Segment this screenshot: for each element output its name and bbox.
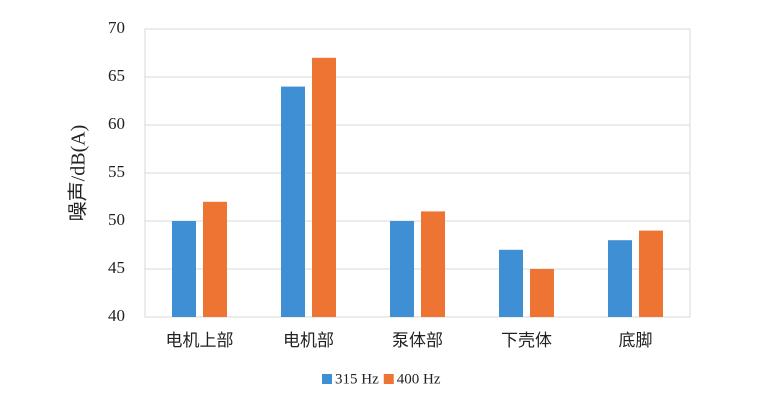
y-tick-label: 65 (108, 66, 125, 85)
y-tick-label: 45 (108, 258, 125, 277)
y-tick-label: 40 (108, 306, 125, 325)
bar (499, 249, 523, 317)
bar (203, 201, 227, 317)
x-tick-label: 下壳体 (501, 331, 552, 350)
legend-label: 315 Hz (335, 371, 379, 387)
legend-swatch (322, 374, 332, 384)
bar (312, 57, 336, 318)
y-tick-label: 60 (108, 114, 125, 133)
y-tick-label: 70 (108, 18, 125, 37)
bar (421, 211, 445, 317)
bar (281, 86, 305, 317)
bar (608, 240, 632, 317)
x-tick-label: 底脚 (619, 331, 653, 350)
y-tick-label: 55 (108, 162, 125, 181)
y-axis-label: 噪声/dB(A) (67, 125, 90, 222)
x-tick-label: 电机部 (283, 331, 334, 350)
bar (172, 221, 196, 317)
bar (530, 269, 554, 317)
legend-swatch (383, 374, 394, 384)
bar (639, 230, 663, 317)
legend-label: 400 Hz (397, 371, 441, 387)
y-tick-label: 50 (108, 210, 125, 229)
x-tick-label: 泵体部 (392, 331, 443, 350)
x-tick-label: 电机上部 (166, 331, 234, 350)
bar (390, 221, 414, 317)
